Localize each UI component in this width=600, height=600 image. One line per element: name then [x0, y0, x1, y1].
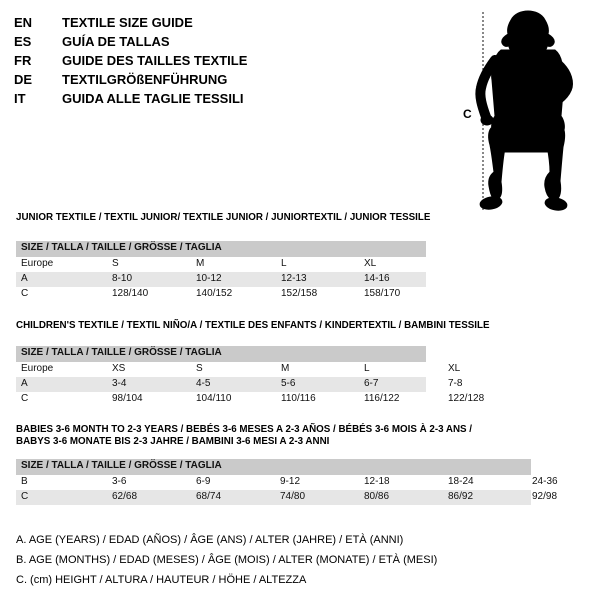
svg-text:C: C	[463, 107, 472, 121]
